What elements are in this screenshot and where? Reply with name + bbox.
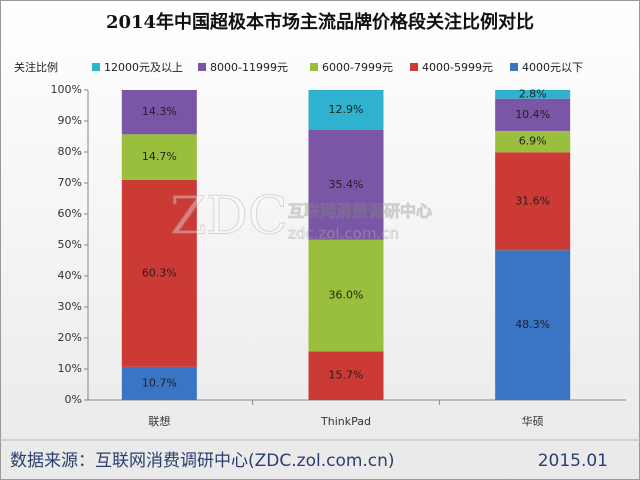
value-label: 10.7% [142,376,177,389]
y-tick-label: 50% [58,238,82,251]
bar-segment [495,152,571,251]
value-label: 48.3% [515,318,550,331]
value-label: 6.9% [519,135,547,148]
legend-label: 12000元及以上 [104,61,183,74]
legend-swatch [310,63,318,71]
bar-segment [495,98,571,131]
y-tick-label: 0% [65,393,82,406]
x-tick-label: 联想 [148,414,170,428]
value-label: 31.6% [515,194,550,207]
bar-segment [308,90,384,130]
source-note: 数据来源：互联网消费调研中心(ZDC.zol.com.cn) [10,451,395,471]
value-label: 35.4% [329,178,364,191]
legend-swatch [510,63,518,71]
y-tick-label: 20% [58,331,82,344]
y-tick-label: 60% [58,207,82,220]
bar-segment [121,179,197,367]
legend-swatch [92,63,100,71]
y-tick-label: 10% [58,362,82,375]
y-tick-label: 80% [58,145,82,158]
bar-segment [121,90,197,135]
bar-segment [121,134,197,180]
date-note: 2015.01 [538,451,608,471]
bar-segment [308,351,384,400]
y-tick-label: 100% [51,83,82,96]
y-axis-label: 关注比例 [14,60,58,74]
bar-segment [495,130,571,153]
value-label: 14.7% [142,150,177,163]
x-tick-label: ThinkPad [320,415,371,428]
legend-swatch [198,63,206,71]
watermark: ZDC 互联网消费调研中心 zdc.zol.com.cn [170,186,433,247]
watermark-name: 互联网消费调研中心 [288,202,432,221]
value-label: 2.8% [519,87,547,100]
watermark-logo: ZDC [170,187,288,247]
bar-segment [495,90,571,99]
value-label: 15.7% [329,369,364,382]
bar-segment [495,250,571,400]
legend-label: 4000-5999元 [422,61,493,74]
y-tick-label: 30% [58,300,82,313]
value-label: 36.0% [329,289,364,302]
bar-segment [121,366,197,400]
legend-label: 6000-7999元 [322,61,393,74]
value-label: 10.4% [515,108,550,121]
y-tick-label: 90% [58,114,82,127]
legend-label: 8000-11999元 [210,61,288,74]
value-label: 60.3% [142,266,177,279]
x-tick-label: 华硕 [522,414,544,428]
watermark-url: zdc.zol.com.cn [288,225,399,243]
y-tick-label: 70% [58,176,82,189]
value-label: 12.9% [329,103,364,116]
chart-title: 2014年中国超极本市场主流品牌价格段关注比例对比 [106,11,534,33]
y-tick-label: 40% [58,269,82,282]
bar-segment [308,239,384,352]
legend-swatch [410,63,418,71]
bar-segment [308,129,384,240]
value-label: 14.3% [142,105,177,118]
legend-label: 4000元以下 [522,61,583,74]
